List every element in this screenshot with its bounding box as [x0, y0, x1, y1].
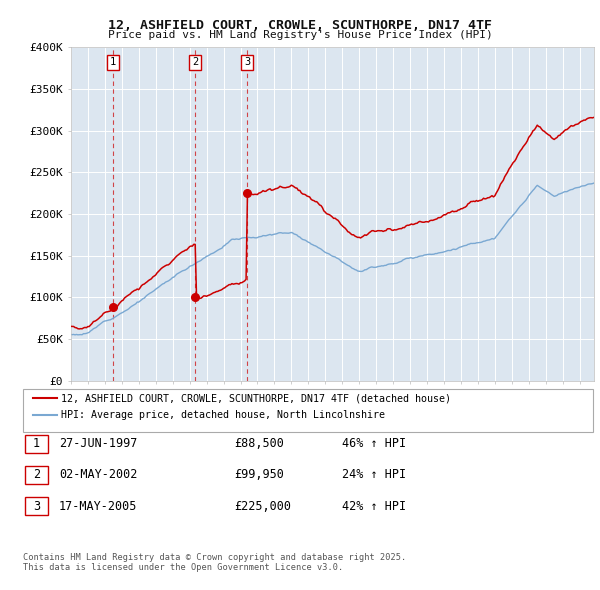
Text: 17-MAY-2005: 17-MAY-2005 [59, 500, 137, 513]
Text: Price paid vs. HM Land Registry's House Price Index (HPI): Price paid vs. HM Land Registry's House … [107, 30, 493, 40]
Text: This data is licensed under the Open Government Licence v3.0.: This data is licensed under the Open Gov… [23, 563, 343, 572]
Text: Contains HM Land Registry data © Crown copyright and database right 2025.: Contains HM Land Registry data © Crown c… [23, 553, 406, 562]
Text: 3: 3 [33, 500, 40, 513]
Text: 3: 3 [244, 57, 250, 67]
Text: 42% ↑ HPI: 42% ↑ HPI [342, 500, 406, 513]
Text: 1: 1 [33, 437, 40, 450]
Text: 02-MAY-2002: 02-MAY-2002 [59, 468, 137, 481]
Text: 2: 2 [33, 468, 40, 481]
Text: 46% ↑ HPI: 46% ↑ HPI [342, 437, 406, 450]
Text: 24% ↑ HPI: 24% ↑ HPI [342, 468, 406, 481]
Text: HPI: Average price, detached house, North Lincolnshire: HPI: Average price, detached house, Nort… [61, 411, 385, 420]
Text: £99,950: £99,950 [234, 468, 284, 481]
Text: 27-JUN-1997: 27-JUN-1997 [59, 437, 137, 450]
Text: 12, ASHFIELD COURT, CROWLE, SCUNTHORPE, DN17 4TF (detached house): 12, ASHFIELD COURT, CROWLE, SCUNTHORPE, … [61, 394, 451, 403]
Text: 1: 1 [110, 57, 116, 67]
Text: £88,500: £88,500 [234, 437, 284, 450]
Text: £225,000: £225,000 [234, 500, 291, 513]
Text: 12, ASHFIELD COURT, CROWLE, SCUNTHORPE, DN17 4TF: 12, ASHFIELD COURT, CROWLE, SCUNTHORPE, … [108, 19, 492, 32]
Text: 2: 2 [192, 57, 199, 67]
